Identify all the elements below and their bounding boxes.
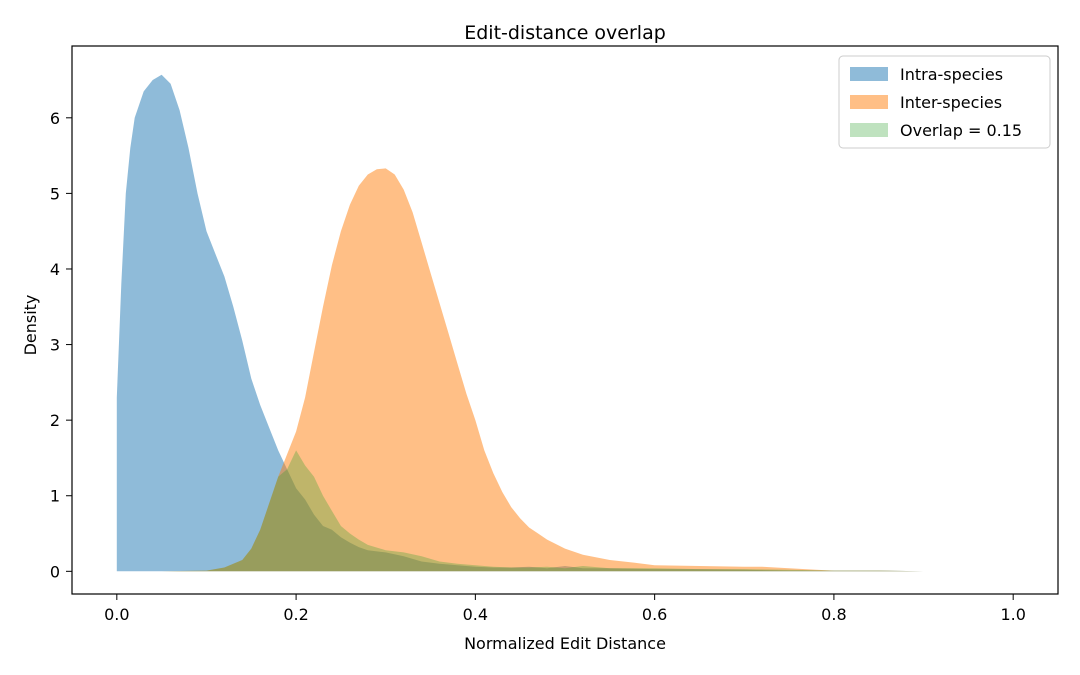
area-inter-species — [116, 168, 1014, 572]
legend-label-overlap-0-15: Overlap = 0.15 — [900, 121, 1022, 140]
legend-label-intra-species: Intra-species — [900, 65, 1003, 84]
y-tick-label: 4 — [50, 260, 60, 279]
y-tick-label: 5 — [50, 184, 60, 203]
plot-areas — [116, 74, 1014, 572]
x-tick-label: 0.2 — [283, 605, 308, 624]
legend-label-inter-species: Inter-species — [900, 93, 1002, 112]
x-axis-label: Normalized Edit Distance — [464, 634, 666, 653]
x-tick-label: 0.6 — [642, 605, 667, 624]
legend-box — [838, 55, 1051, 149]
plot-frame — [71, 45, 1059, 595]
x-tick-label: 1.0 — [1000, 605, 1025, 624]
chart-title: Edit-distance overlap — [464, 22, 666, 44]
legend-swatch-inter-species — [850, 95, 888, 109]
area-overlap-0-15 — [116, 450, 1014, 572]
y-tick-label: 1 — [50, 487, 60, 506]
legend-swatch-intra-species — [850, 67, 888, 81]
y-tick-label: 3 — [50, 336, 60, 355]
x-tick-label: 0.0 — [104, 605, 129, 624]
x-tick-label: 0.8 — [821, 605, 846, 624]
y-axis-label: Density — [21, 295, 40, 356]
y-axis-ticks: 0 1 2 3 4 5 6 — [50, 109, 72, 581]
x-tick-label: 0.4 — [463, 605, 488, 624]
x-axis-ticks: 0.0 0.2 0.4 0.6 0.8 1.0 — [104, 594, 1026, 624]
area-intra-species — [116, 74, 1014, 572]
legend: Intra-species Inter-species Overlap = 0.15 — [838, 55, 1051, 149]
y-tick-label: 6 — [50, 109, 60, 128]
y-tick-label: 2 — [50, 411, 60, 430]
legend-swatch-overlap-0-15 — [850, 123, 888, 137]
y-tick-label: 0 — [50, 562, 60, 581]
